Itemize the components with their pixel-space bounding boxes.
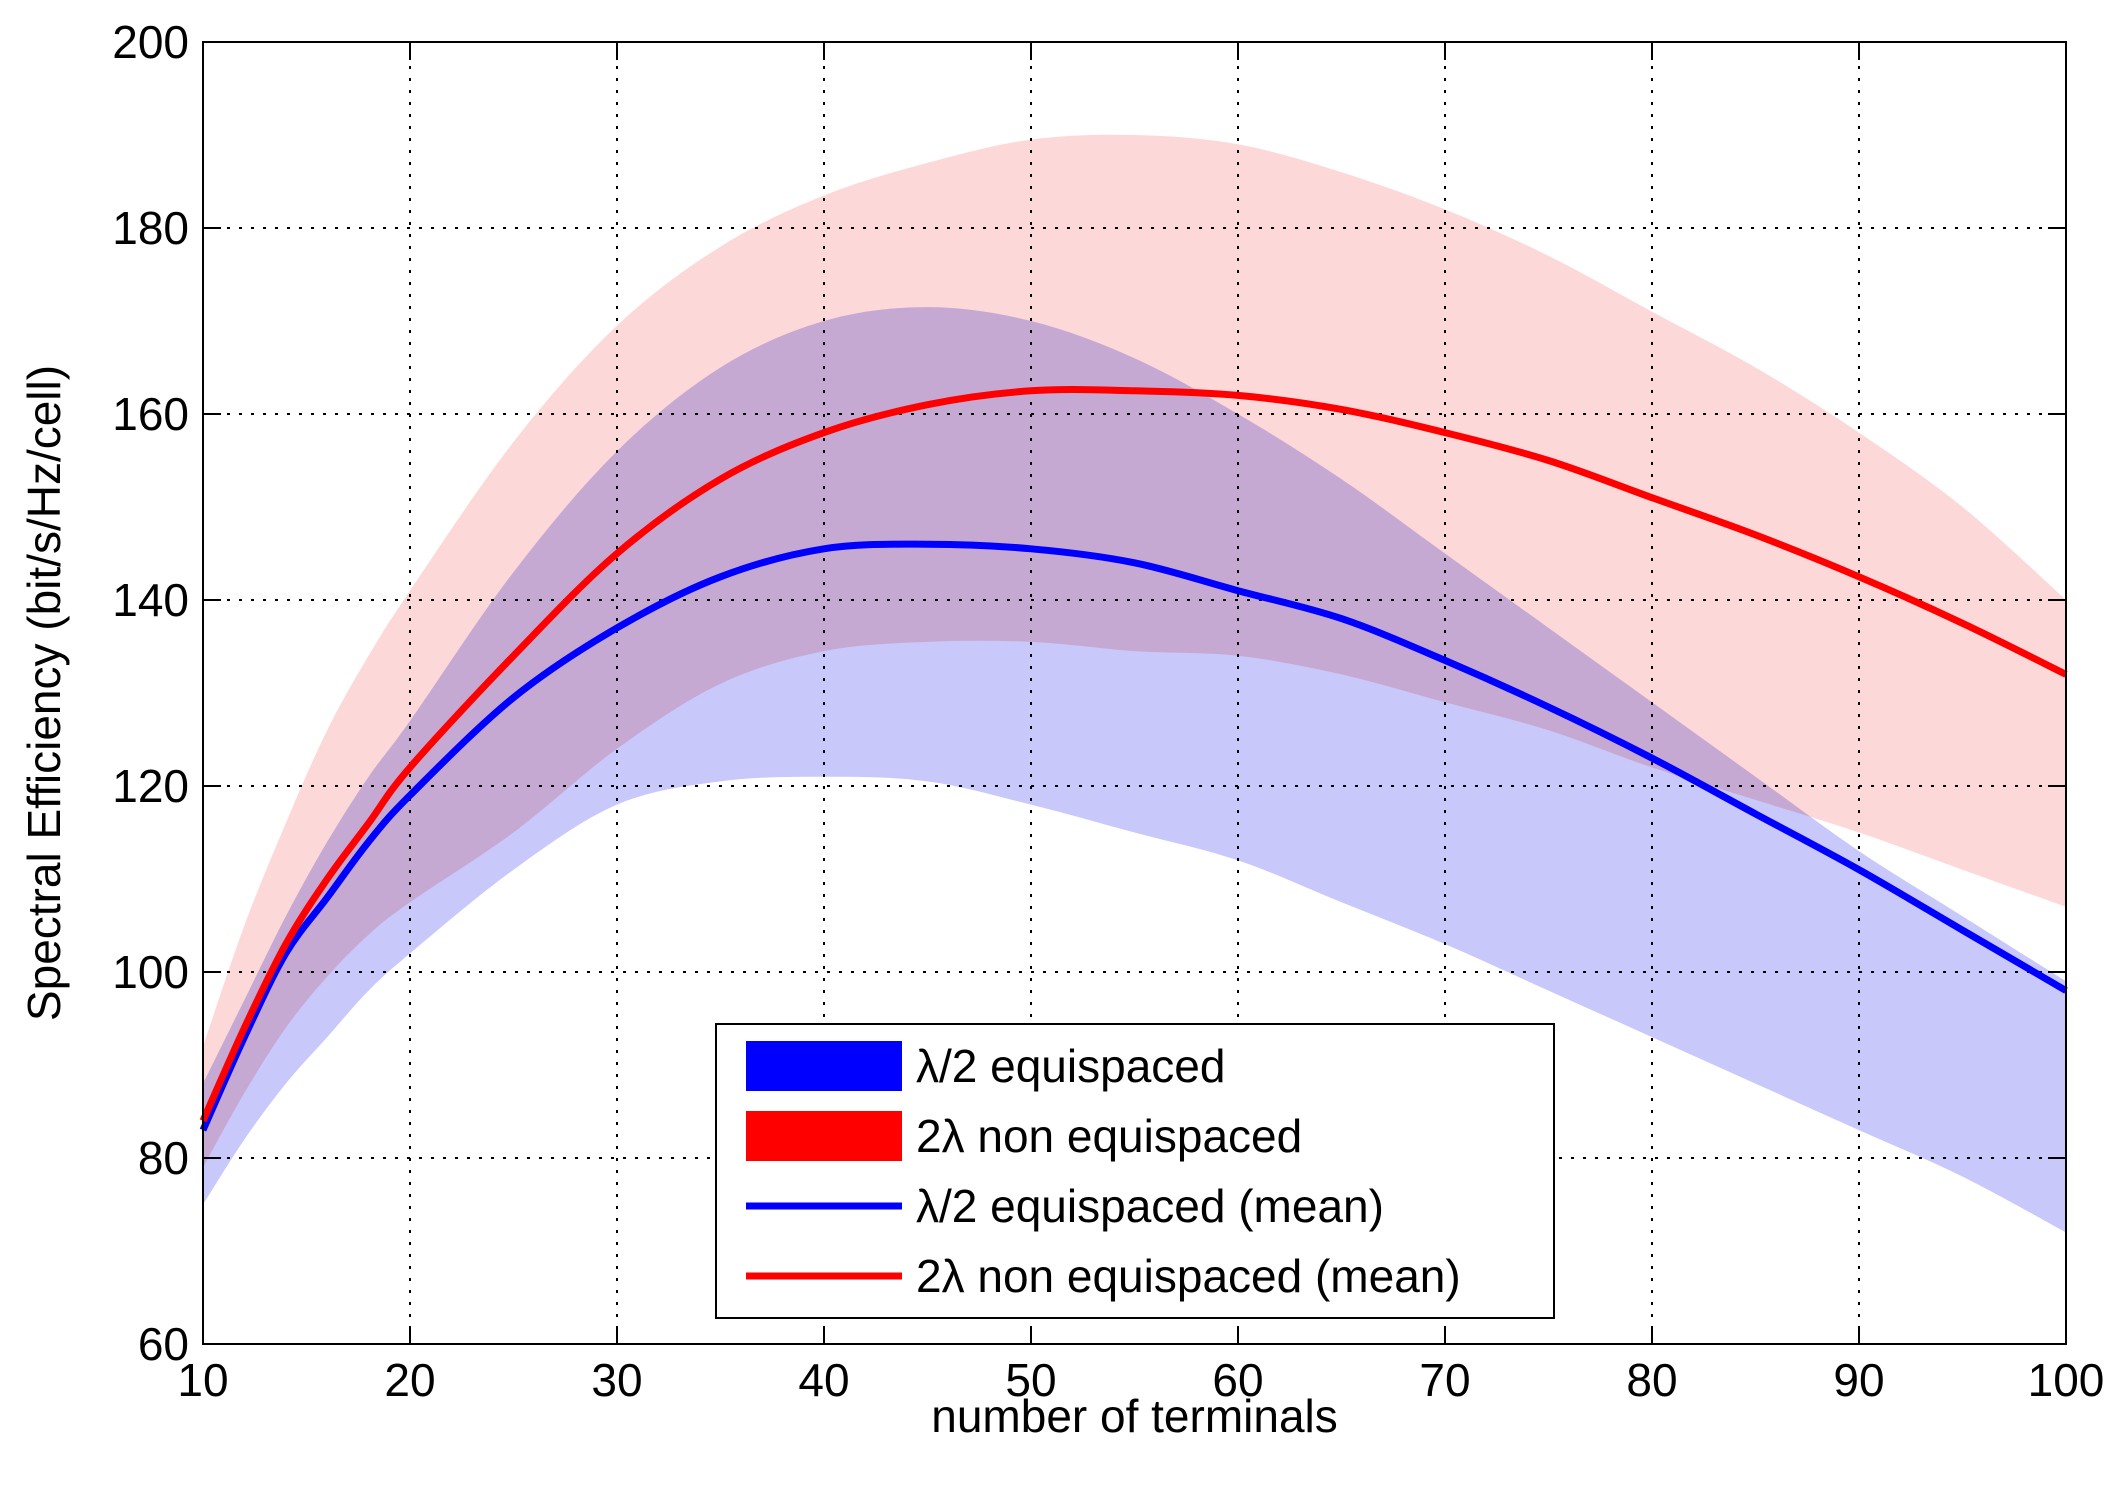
x-axis-label: number of terminals: [931, 1390, 1338, 1442]
band-1: [203, 134, 2066, 1168]
series-line-0: [199, 540, 2068, 1132]
legend-swatch-1: [746, 1111, 902, 1161]
ticks-layer: [202, 41, 2067, 1345]
series-line-1: [199, 386, 2068, 1123]
x-tick-label-3: 40: [798, 1354, 849, 1406]
x-tick-label-4: 50: [1005, 1354, 1056, 1406]
y-tick-label-0: 60: [138, 1318, 189, 1370]
tick-labels-layer: 10 20 30 40 50 60 70 80 90 100 60 80 100 120 140 160 180…: [112, 16, 2104, 1406]
y-tick-label-7: 200: [112, 16, 189, 68]
x-tick-label-5: 60: [1212, 1354, 1263, 1406]
y-tick-label-2: 100: [112, 946, 189, 998]
x-tick-label-9: 100: [2028, 1354, 2105, 1406]
x-tick-label-7: 80: [1626, 1354, 1677, 1406]
legend: λ/2 equispaced 2λ non equispaced λ/2 equis…: [715, 1023, 1555, 1319]
legend-label-2: λ/2 equispaced (mean): [916, 1180, 1384, 1232]
plot-frame: [202, 41, 2067, 1345]
y-tick-label-1: 80: [138, 1132, 189, 1184]
x-tick-label-0: 10: [177, 1354, 228, 1406]
y-tick-label-6: 180: [112, 202, 189, 254]
x-tick-label-2: 30: [591, 1354, 642, 1406]
lines-layer: [199, 386, 2068, 1132]
x-tick-label-1: 20: [384, 1354, 435, 1406]
y-axis-label: Spectral Efficiency (bit/s/Hz/cell): [18, 365, 70, 1021]
grid-layer: [203, 42, 2066, 1344]
legend-label-0: λ/2 equispaced: [916, 1040, 1225, 1092]
y-tick-label-5: 160: [112, 388, 189, 440]
x-tick-label-6: 70: [1419, 1354, 1470, 1406]
x-tick-label-8: 90: [1833, 1354, 1884, 1406]
y-tick-label-4: 140: [112, 574, 189, 626]
legend-label-3: 2λ non equispaced (mean): [916, 1250, 1461, 1302]
legend-swatch-0: [746, 1041, 902, 1091]
y-tick-label-3: 120: [112, 760, 189, 812]
bands-layer: [203, 134, 2066, 1233]
legend-items: λ/2 equispaced 2λ non equispaced λ/2 equis…: [746, 1040, 1461, 1302]
legend-label-1: 2λ non equispaced: [916, 1110, 1302, 1162]
